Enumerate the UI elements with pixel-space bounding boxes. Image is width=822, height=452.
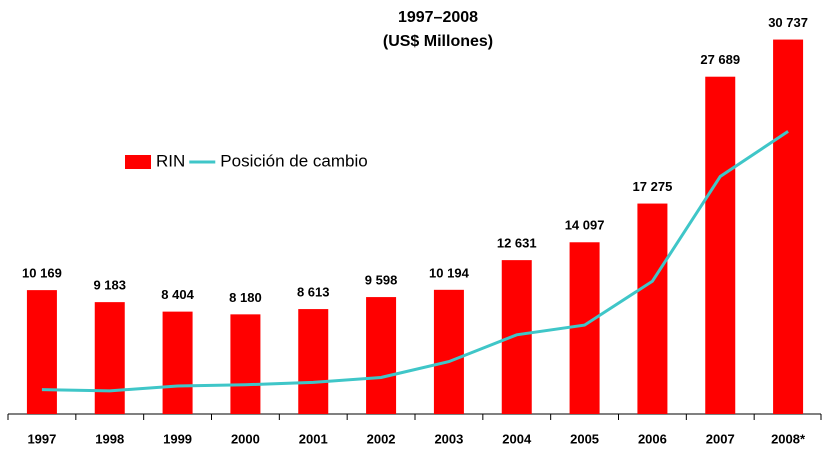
bar [637, 203, 668, 414]
legend-label: Posición de cambio [220, 151, 367, 170]
x-tick-label: 2008* [771, 431, 806, 446]
bar [773, 39, 804, 415]
bar [230, 314, 261, 414]
bar [705, 76, 736, 415]
data-label: 17 275 [633, 179, 673, 194]
bar [94, 302, 125, 414]
x-tick-label: 2001 [299, 431, 328, 446]
data-label: 30 737 [768, 15, 808, 30]
bar [433, 289, 464, 414]
x-tick-label: 2005 [570, 431, 599, 446]
chart-title: 1997–2008 [398, 9, 478, 26]
x-tick-label: 2007 [706, 431, 735, 446]
data-label: 8 613 [297, 285, 330, 300]
data-label: 14 097 [565, 218, 605, 233]
x-tick-label: 2000 [231, 431, 260, 446]
data-label: 10 169 [22, 266, 62, 281]
x-tick-label: 2004 [502, 431, 532, 446]
line [41, 130, 789, 393]
x-tick-label: 2002 [367, 431, 396, 446]
data-label: 12 631 [497, 236, 537, 251]
bar [298, 309, 329, 414]
data-label: 9 598 [365, 273, 398, 288]
x-tick-label: 2006 [638, 431, 667, 446]
x-tick-label: 2003 [434, 431, 463, 446]
data-label: 8 404 [161, 287, 194, 302]
data-label: 27 689 [700, 52, 740, 67]
data-label: 8 180 [229, 290, 262, 305]
legend-swatch [125, 155, 151, 169]
bar [26, 290, 57, 414]
data-label: 9 183 [93, 278, 126, 293]
bar [501, 260, 532, 414]
chart-subtitle: (US$ Millones) [383, 33, 493, 50]
data-label: 10 194 [429, 265, 470, 280]
x-tick-label: 1998 [95, 431, 124, 446]
x-tick-label: 1997 [27, 431, 56, 446]
legend-label: RIN [156, 151, 185, 170]
bar [366, 297, 397, 414]
bar [569, 242, 600, 414]
x-tick-label: 1999 [163, 431, 192, 446]
bar [162, 311, 193, 414]
